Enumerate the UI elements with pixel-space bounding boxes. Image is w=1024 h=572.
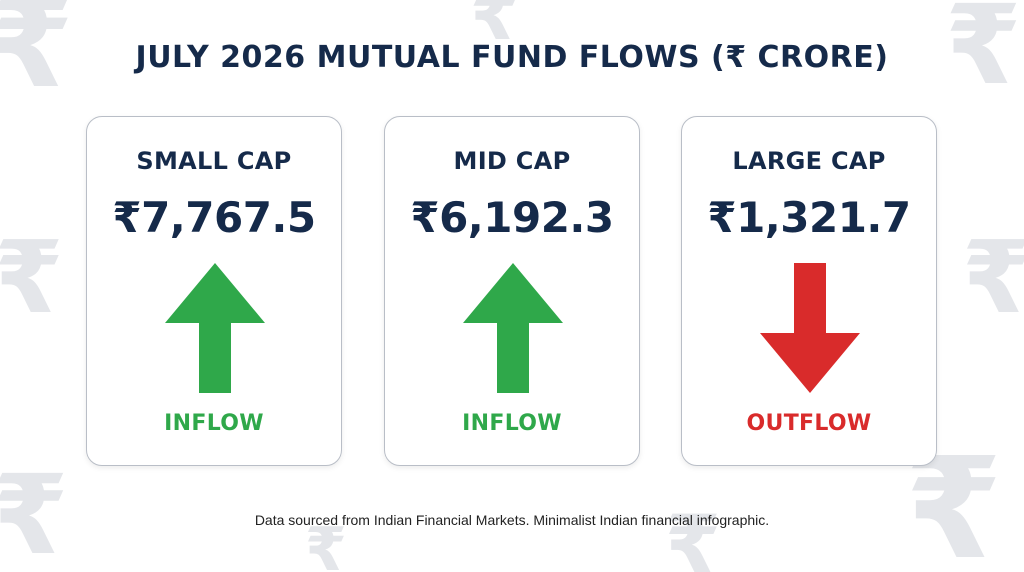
- page-title: JULY 2026 MUTUAL FUND FLOWS (₹ CRORE): [135, 40, 889, 75]
- large-cap-card: LARGE CAP ₹1,321.7 OUTFLOW: [681, 116, 937, 466]
- rupee-watermark-icon: ₹: [0, 219, 64, 336]
- flow-amount: ₹1,321.7: [707, 193, 911, 242]
- flow-amount: ₹6,192.3: [410, 193, 614, 242]
- flow-amount: ₹7,767.5: [112, 193, 316, 242]
- flow-direction-label: INFLOW: [164, 411, 264, 436]
- arrow-up-icon: [165, 263, 265, 393]
- card-label: LARGE CAP: [732, 147, 886, 175]
- small-cap-card: SMALL CAP ₹7,767.5 INFLOW: [86, 116, 342, 466]
- arrow-up-icon: [463, 263, 563, 393]
- rupee-watermark-icon: ₹: [962, 219, 1024, 336]
- source-footnote: Data sourced from Indian Financial Marke…: [254, 512, 770, 528]
- flow-direction-label: INFLOW: [462, 411, 562, 436]
- card-label: MID CAP: [453, 147, 571, 175]
- arrow-down-icon: [760, 263, 860, 393]
- card-label: SMALL CAP: [136, 147, 292, 175]
- flow-direction-label: OUTFLOW: [746, 411, 872, 436]
- mid-cap-card: MID CAP ₹6,192.3 INFLOW: [384, 116, 640, 466]
